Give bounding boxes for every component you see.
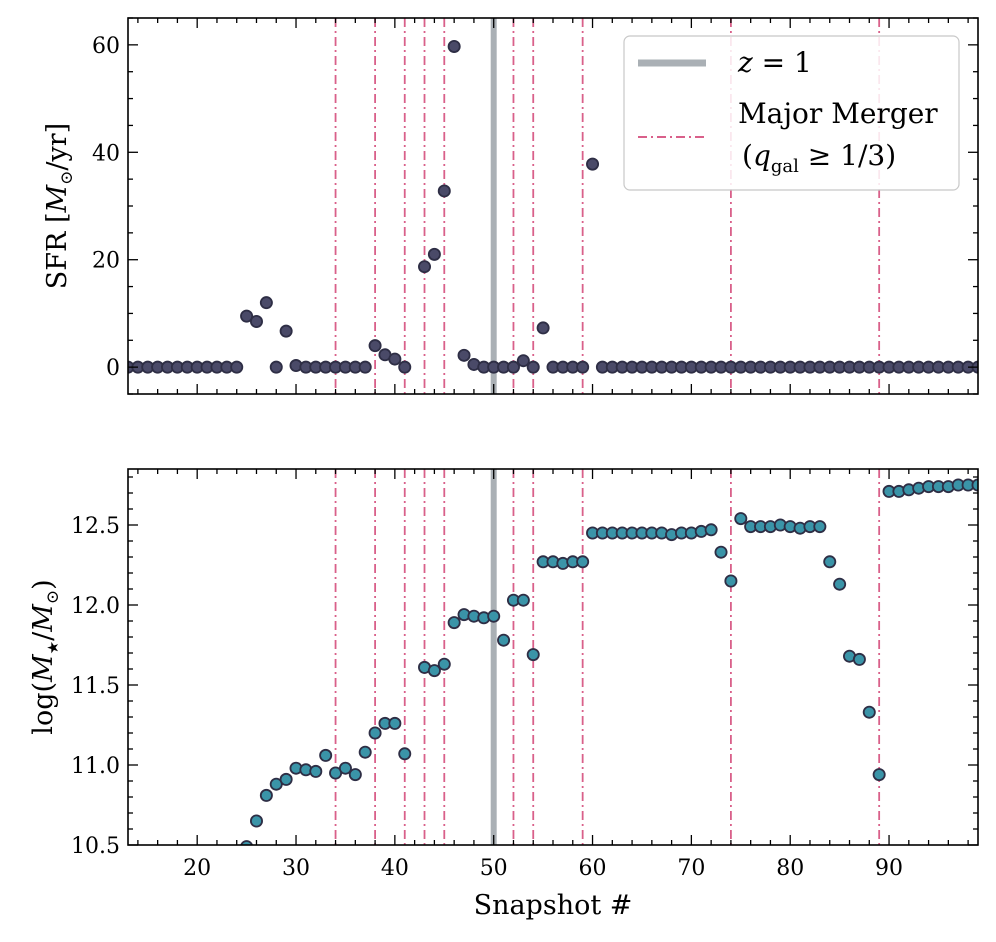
data-point <box>833 577 847 591</box>
data-point <box>852 652 866 666</box>
data-point <box>309 764 323 778</box>
x-tick-label: 70 <box>677 856 705 881</box>
sfr-ticks <box>128 17 978 395</box>
data-point <box>398 747 412 761</box>
data-point <box>358 745 372 759</box>
data-point <box>724 574 738 588</box>
y-tick-label: 40 <box>92 141 120 166</box>
x-tick-label: 30 <box>282 856 310 881</box>
stellar-mass-points <box>240 478 978 845</box>
y-tick-label: 11.0 <box>71 754 120 779</box>
x-axis-label: Snapshot # <box>474 890 633 921</box>
data-point <box>487 609 501 623</box>
data-point <box>447 39 461 53</box>
legend-merger-label-line1: Major Merger <box>738 97 938 130</box>
data-point <box>872 768 886 782</box>
data-point <box>714 545 728 559</box>
data-point <box>734 512 748 526</box>
data-point <box>249 814 263 828</box>
bottom-reference-lines <box>334 469 881 845</box>
legend-merger-label-line2: (qgal ≥ 1/3) <box>742 139 896 177</box>
mass-ticks <box>128 469 978 846</box>
data-point <box>427 664 441 678</box>
sfr-points <box>128 39 978 374</box>
sfr-y-tick-labels: 0 20 40 60 <box>92 34 120 381</box>
y-tick-label: 11.5 <box>71 674 120 699</box>
data-point <box>398 360 412 374</box>
x-tick-labels: 20 30 40 50 60 70 80 90 <box>183 856 903 881</box>
data-point <box>536 321 550 335</box>
data-point <box>368 339 382 353</box>
data-point <box>457 348 471 362</box>
data-point <box>813 520 827 534</box>
legend-z1-label: z = 1 <box>737 46 812 79</box>
data-point <box>526 648 540 662</box>
data-point <box>586 157 600 171</box>
legend-box <box>623 35 960 191</box>
y-tick-label: 0 <box>106 356 120 381</box>
sfr-y-axis-label: SFR [M⊙/yr] <box>42 123 77 289</box>
data-point <box>576 555 590 569</box>
data-point <box>516 593 530 607</box>
data-point <box>348 768 362 782</box>
data-point <box>526 360 540 374</box>
data-point <box>269 360 283 374</box>
data-point <box>230 360 244 374</box>
data-point <box>279 772 293 786</box>
data-point <box>259 788 273 802</box>
data-point <box>516 354 530 368</box>
legend: z = 1 Major Merger (qgal ≥ 1/3) <box>623 35 960 191</box>
x-tick-label: 60 <box>579 856 607 881</box>
x-tick-label: 80 <box>776 856 804 881</box>
data-point <box>338 761 352 775</box>
x-tick-label: 90 <box>875 856 903 881</box>
x-tick-label: 50 <box>480 856 508 881</box>
data-point <box>279 324 293 338</box>
data-point <box>576 360 590 374</box>
data-point <box>240 840 253 845</box>
mass-y-tick-labels: 10.5 11.0 11.5 12.0 12.5 <box>71 514 120 859</box>
data-point <box>368 726 382 740</box>
data-point <box>259 296 273 310</box>
y-tick-label: 60 <box>92 34 120 59</box>
y-tick-label: 20 <box>92 249 120 274</box>
data-point <box>437 184 451 198</box>
data-point <box>497 633 511 647</box>
stellar-mass-panel: 10.5 11.0 11.5 12.0 12.5 20 30 40 50 60 70 80 90 lo… <box>28 468 979 921</box>
data-point <box>447 616 461 630</box>
data-point <box>862 705 876 719</box>
data-point <box>319 748 333 762</box>
data-point <box>418 260 432 274</box>
data-point <box>358 360 372 374</box>
data-point <box>823 555 837 569</box>
y-tick-label: 12.5 <box>71 514 120 539</box>
data-point <box>240 309 254 323</box>
data-point <box>704 523 718 537</box>
y-tick-label: 10.5 <box>71 834 120 859</box>
data-point <box>971 478 978 492</box>
data-point <box>249 314 263 328</box>
sfr-panel: 0 20 40 60 SFR [M⊙/yr] z = 1 Major Merger (… <box>42 17 979 395</box>
data-point <box>437 657 451 671</box>
data-point <box>427 247 441 261</box>
data-point <box>388 716 402 730</box>
x-tick-label: 40 <box>381 856 409 881</box>
data-point <box>388 352 402 366</box>
data-point <box>506 360 520 374</box>
y-tick-label: 12.0 <box>71 594 120 619</box>
mass-y-axis-label: log(M★/M⊙) <box>28 579 63 734</box>
x-tick-label: 20 <box>183 856 211 881</box>
